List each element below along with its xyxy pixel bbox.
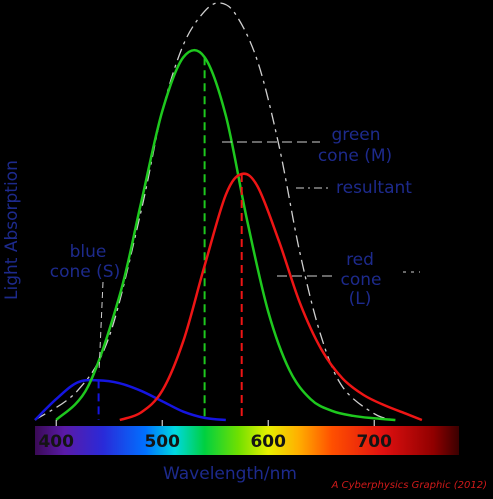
series-line-green bbox=[55, 48, 396, 422]
y-axis-label: Light Absorption bbox=[2, 160, 22, 300]
label-blue-line1: blue bbox=[70, 242, 107, 262]
label-red-line3: (L) bbox=[349, 289, 372, 309]
series-line-red bbox=[119, 172, 423, 422]
x-ticks: 400 500 600 700 bbox=[38, 420, 392, 452]
label-red-line2: cone bbox=[341, 270, 382, 290]
x-tick-label: 500 bbox=[144, 432, 180, 452]
label-green-line1: green bbox=[331, 125, 380, 145]
x-tick-label: 600 bbox=[250, 432, 286, 452]
label-blue-line2: cone (S) bbox=[50, 262, 120, 282]
label-green-line2: cone (M) bbox=[318, 146, 392, 166]
series-layer bbox=[34, 2, 423, 422]
x-axis-label: Wavelength/nm bbox=[163, 464, 297, 484]
series-line-resultant bbox=[34, 2, 396, 421]
credit-text: A Cyberphysics Graphic (2012) bbox=[331, 480, 487, 491]
x-tick-label: 700 bbox=[356, 432, 392, 452]
leader-blue bbox=[98, 281, 104, 373]
label-red-line1: red bbox=[346, 250, 374, 270]
series-line-blue bbox=[34, 378, 226, 422]
x-tick-label: 400 bbox=[38, 432, 74, 452]
spectrum-bar bbox=[35, 426, 459, 455]
plot-area bbox=[34, 2, 423, 422]
label-resultant: resultant bbox=[336, 178, 412, 198]
